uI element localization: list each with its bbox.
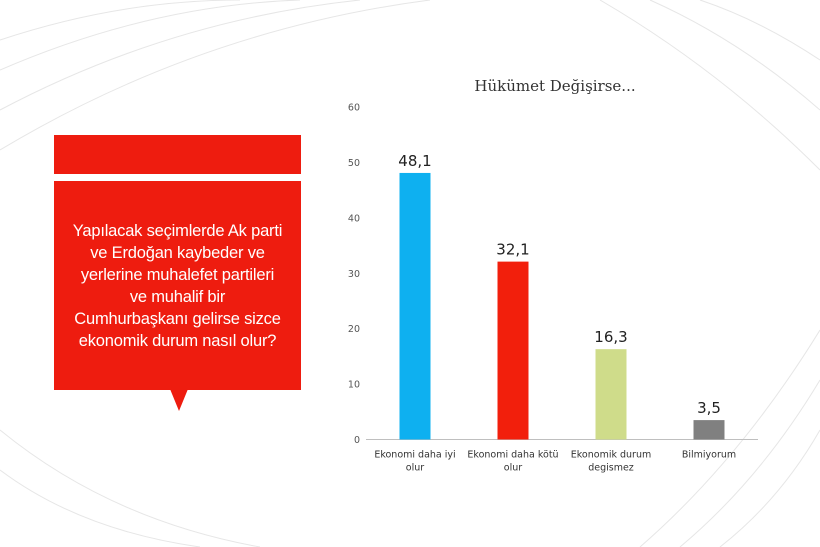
bar-value-label: 32,1 xyxy=(496,241,529,259)
y-axis: 0 10 20 30 40 50 60 xyxy=(348,103,360,447)
bar xyxy=(595,349,627,440)
category-label: Bilmiyorum xyxy=(682,450,736,461)
y-tick-label: 0 xyxy=(354,435,360,446)
y-tick-label: 60 xyxy=(348,103,360,114)
question-text: Yapılacak seçimlerde Ak parti ve Erdoğan… xyxy=(72,221,283,350)
bar xyxy=(497,261,529,440)
y-tick-label: 10 xyxy=(348,380,360,391)
question-box: Yapılacak seçimlerde Ak parti ve Erdoğan… xyxy=(54,181,301,390)
bar-series: 48,1 32,1 16,3 3,5 xyxy=(398,152,725,440)
chart-title: Hükümet Değişirse... xyxy=(474,77,635,95)
x-axis-categories: Ekonomi daha iyi olur Ekonomi daha kötü olu… xyxy=(374,450,736,474)
category-label: Ekonomi daha iyi olur xyxy=(374,450,455,474)
y-tick-label: 50 xyxy=(348,158,360,169)
bar-chart: Hükümet Değişirse... 0 10 20 30 40 50 60 48,1 3… xyxy=(348,77,758,474)
category-label: Ekonomi daha kötü olur xyxy=(467,450,558,474)
bar-value-label: 3,5 xyxy=(697,399,721,417)
y-tick-label: 40 xyxy=(348,213,360,224)
bar-value-label: 16,3 xyxy=(594,328,627,346)
bar xyxy=(399,172,431,440)
category-label: Ekonomik durum degismez xyxy=(571,450,651,474)
header-accent-bar xyxy=(54,135,301,174)
callout-pointer xyxy=(170,389,188,411)
bar xyxy=(693,420,725,440)
bar-value-label: 48,1 xyxy=(398,152,431,170)
y-tick-label: 30 xyxy=(348,269,360,280)
y-tick-label: 20 xyxy=(348,324,360,335)
